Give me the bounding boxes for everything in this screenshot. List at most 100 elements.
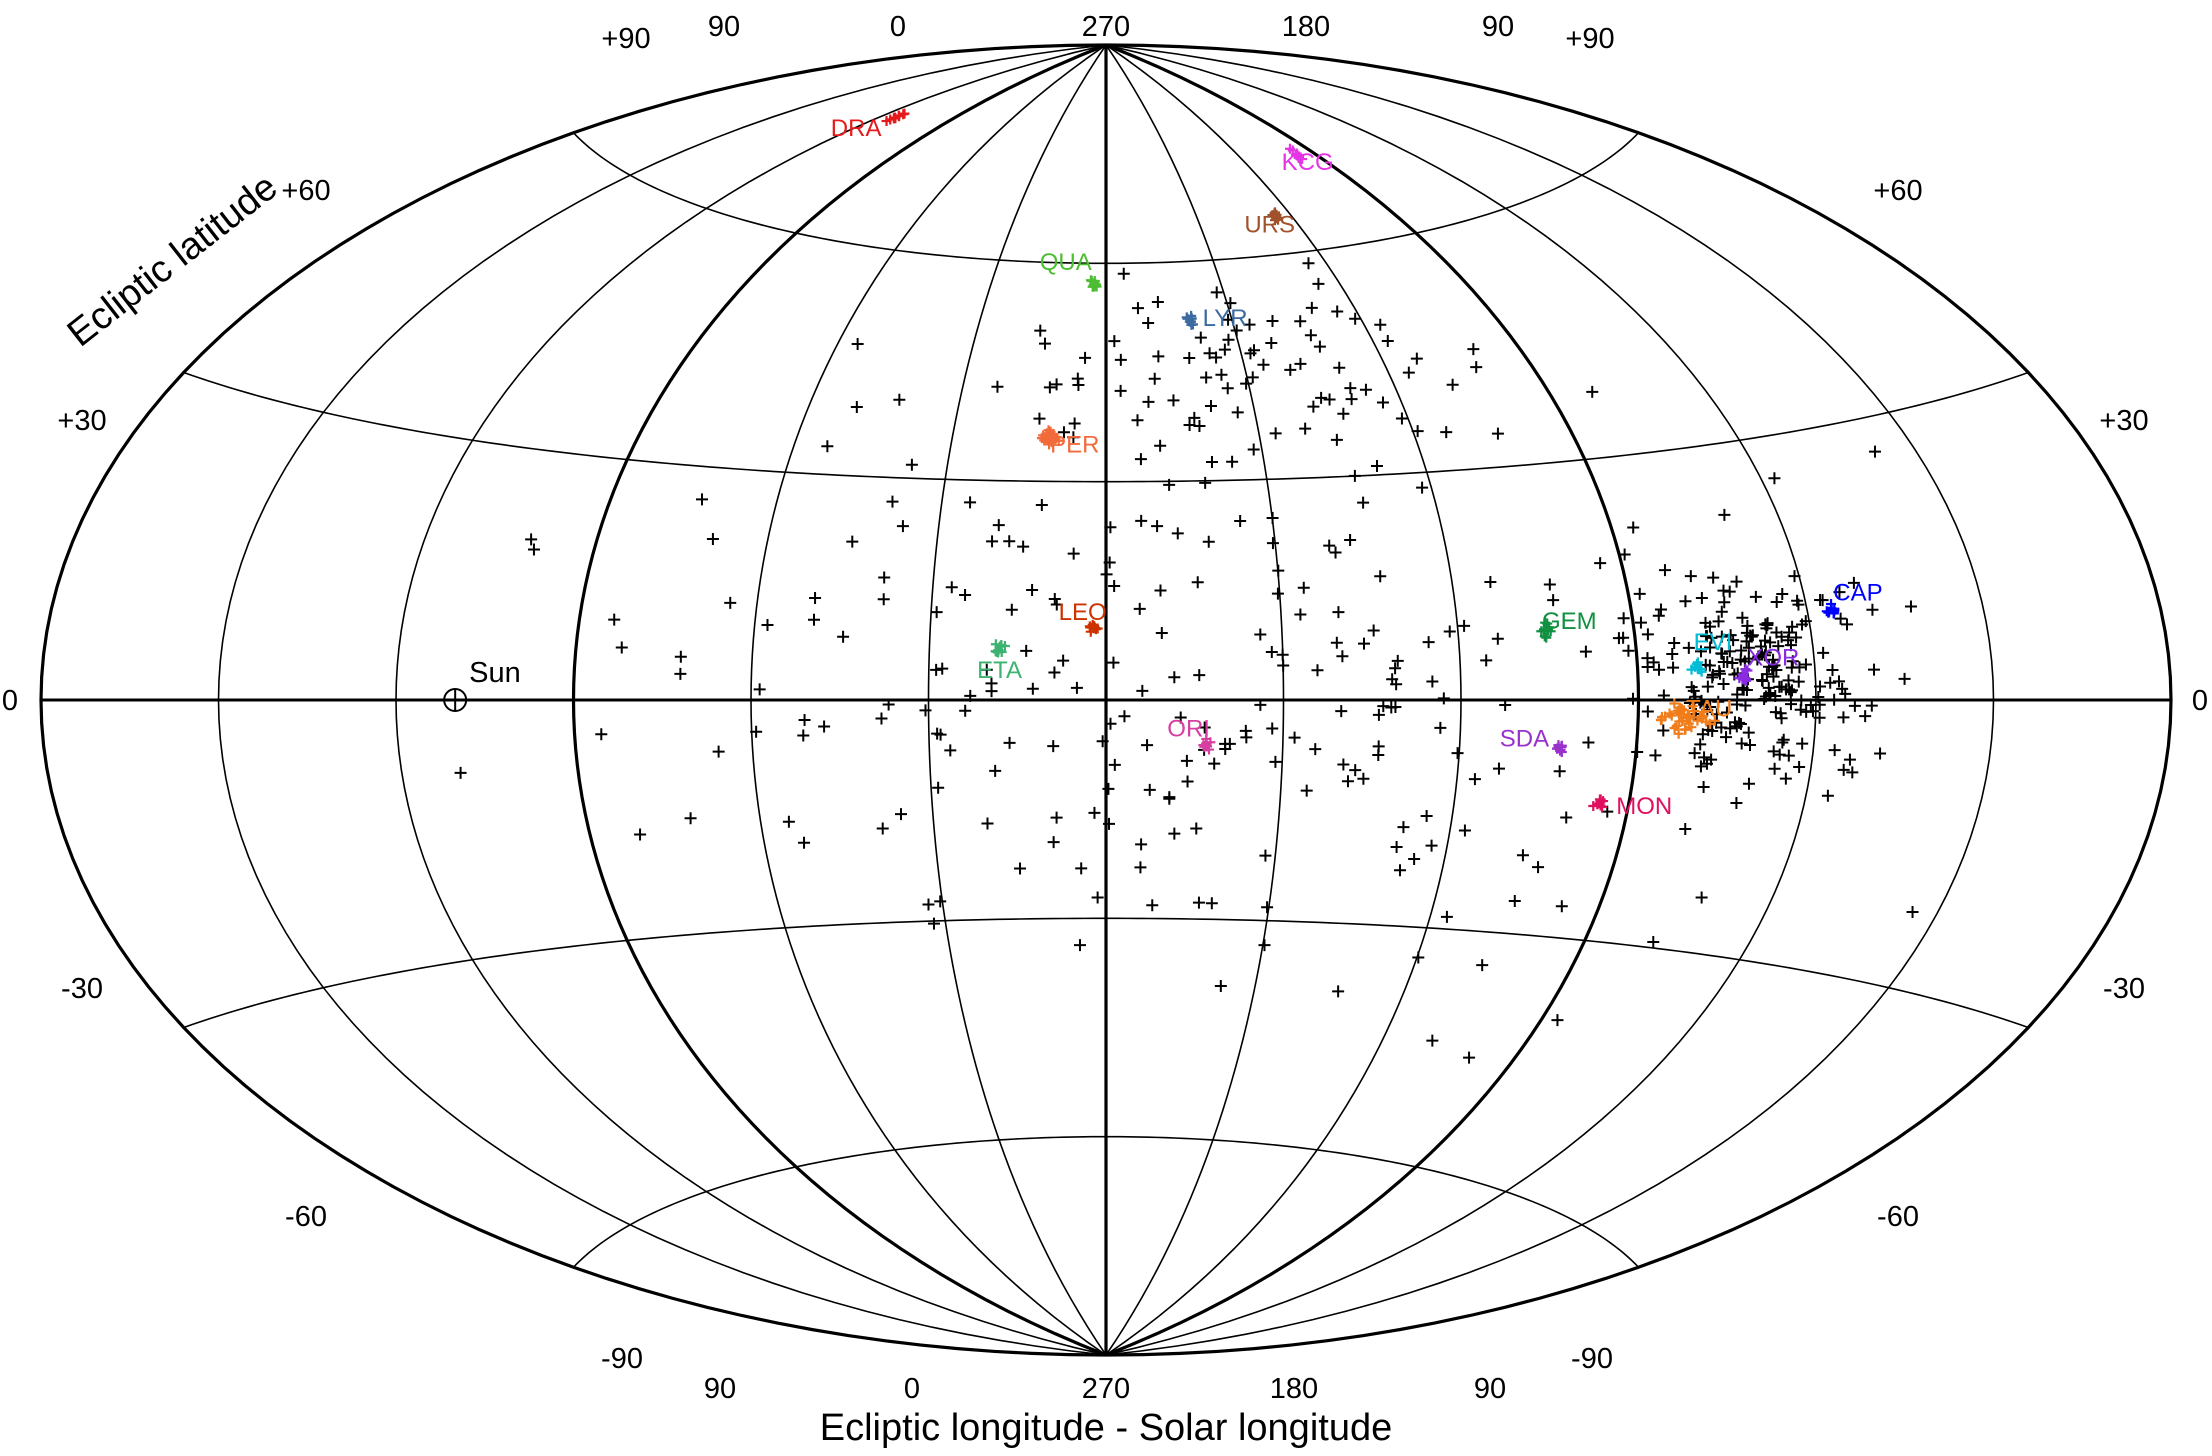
sporadic-radiant-point [1788, 570, 1801, 583]
sporadic-radiant-point [1108, 580, 1121, 593]
sporadic-radiant-point [1777, 733, 1790, 746]
sporadic-radiant-point [1847, 576, 1860, 589]
sporadic-radiant-point [1420, 810, 1433, 823]
sporadic-radiant-point [1302, 257, 1315, 270]
sporadic-radiant-point [1437, 692, 1450, 705]
sporadic-radiant-point [753, 683, 766, 696]
sporadic-radiant-point [1357, 772, 1370, 785]
sporadic-radiant-point [1410, 352, 1423, 365]
sporadic-radiant-point [1163, 791, 1176, 804]
sporadic-radiant-point [1679, 595, 1692, 608]
sporadic-radiant-point [944, 744, 957, 757]
sporadic-radiant-point [1348, 469, 1361, 482]
sporadic-radiant-point [1790, 631, 1803, 644]
sporadic-radiant-point [1491, 632, 1504, 645]
sporadic-radiant-point [1617, 612, 1630, 625]
sporadic-radiant-point [1641, 652, 1654, 665]
sporadic-radiant-point [1269, 427, 1282, 440]
sporadic-radiant-point [1828, 744, 1841, 757]
sporadic-radiant-point [1047, 740, 1060, 753]
sporadic-radiant-point [1104, 521, 1117, 534]
shower-label: SDA [1500, 726, 1549, 753]
sporadic-radiant-point [1154, 584, 1167, 597]
sporadic-radiant-point [1259, 849, 1272, 862]
sporadic-radiant-point [1136, 684, 1149, 697]
sporadic-radiant-point [1337, 758, 1350, 771]
sporadic-radiant-point [1226, 455, 1239, 468]
shower-radiant-point [1673, 728, 1684, 739]
sporadic-radiant-point [1773, 748, 1786, 761]
sporadic-radiant-point [1205, 455, 1218, 468]
sporadic-radiant-point [1653, 663, 1666, 676]
sporadic-radiant-point [1204, 400, 1217, 413]
sporadic-radiant-point [930, 663, 943, 676]
sporadic-radiant-point [1767, 670, 1780, 683]
sporadic-radiant-point [1762, 681, 1775, 694]
left-latitude-label: +60 [281, 175, 330, 207]
sporadic-radiant-point [992, 519, 1005, 532]
sporadic-radiant-point [1463, 1051, 1476, 1064]
sporadic-radiant-point [1210, 351, 1223, 364]
sporadic-radiant-point [1188, 411, 1201, 424]
sporadic-radiant-point [1440, 426, 1453, 439]
sporadic-radiant-point [1898, 672, 1911, 685]
top-tick-label: +90 [1565, 23, 1614, 55]
sporadic-radiant-point [1786, 620, 1799, 633]
sporadic-radiant-point [712, 745, 725, 758]
sporadic-radiant-point [1718, 596, 1731, 609]
sporadic-radiant-point [1146, 899, 1159, 912]
sporadic-radiant-point [875, 712, 888, 725]
bottom-tick-label: 0 [904, 1373, 920, 1405]
sporadic-radiant-point [905, 458, 918, 471]
sporadic-radiant-point [1200, 371, 1213, 384]
sporadic-radiant-point [1312, 277, 1325, 290]
sporadic-radiant-point [1647, 936, 1660, 949]
sporadic-radiant-point [525, 533, 538, 546]
sporadic-radiant-point [1832, 675, 1845, 688]
sporadic-radiant-point [1622, 644, 1635, 657]
sporadic-radiant-point [1652, 609, 1665, 622]
sporadic-radiant-point [876, 822, 889, 835]
sporadic-radiant-point [1694, 696, 1707, 709]
sporadic-radiant-point [798, 836, 811, 849]
shower-label: EVI [1694, 629, 1733, 656]
sporadic-radiant-point [1698, 751, 1711, 764]
sporadic-radiant-point [1782, 634, 1795, 647]
sporadic-radiant-point [634, 828, 647, 841]
sporadic-radiant-point [1712, 695, 1725, 708]
sporadic-radiant-point [1288, 731, 1301, 744]
sporadic-radiant-point [1594, 557, 1607, 570]
sporadic-radiant-point [1402, 366, 1415, 379]
sporadic-radiant-point [1073, 939, 1086, 952]
sporadic-radiant-point [782, 815, 795, 828]
sporadic-radiant-point [1837, 763, 1850, 776]
parallel-line [183, 917, 2029, 1029]
sporadic-radiant-point [674, 667, 687, 680]
sporadic-radiant-point [1266, 537, 1279, 550]
sporadic-radiant-point [1586, 385, 1599, 398]
shower-radiant-point [1595, 800, 1606, 811]
sporadic-radiant-point [1048, 592, 1061, 605]
shower-radiant-point [1669, 723, 1680, 734]
sporadic-radiant-point [1468, 773, 1481, 786]
shower-radiant-point [1698, 710, 1709, 721]
sporadic-radiant-point [1796, 737, 1809, 750]
sporadic-radiant-point [1906, 906, 1919, 919]
sporadic-radiant-point [1668, 636, 1681, 649]
sporadic-radiant-point [1730, 698, 1743, 711]
shower-radiant-point [1088, 623, 1099, 634]
sporadic-radiant-point [1198, 721, 1211, 734]
sporadic-radiant-point [1476, 959, 1489, 972]
sporadic-radiant-point [1171, 527, 1184, 540]
sporadic-radiant-point [877, 593, 890, 606]
sporadic-radiant-point [1796, 618, 1809, 631]
sporadic-radiant-point [1865, 699, 1878, 712]
sporadic-radiant-point [1696, 728, 1709, 741]
sporadic-radiant-point [1294, 315, 1307, 328]
shower-label: KCG [1282, 149, 1334, 176]
sporadic-radiant-point [1276, 648, 1289, 661]
sporadic-radiant-point [1026, 583, 1039, 596]
sporadic-radiant-point [986, 535, 999, 548]
sporadic-radiant-point [1786, 655, 1799, 668]
